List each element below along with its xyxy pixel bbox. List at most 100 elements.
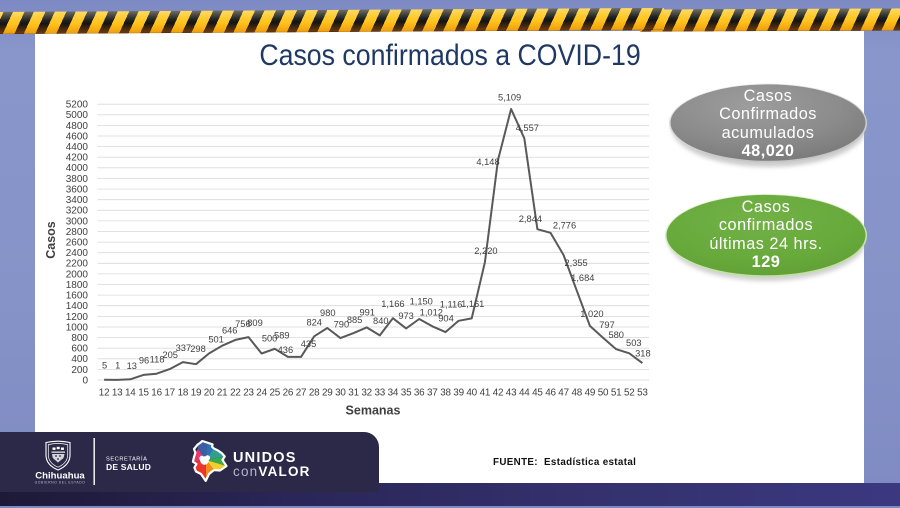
svg-text:800: 800 <box>71 333 88 344</box>
svg-text:904: 904 <box>438 313 454 323</box>
svg-text:23: 23 <box>243 388 254 399</box>
svg-text:4800: 4800 <box>66 121 89 132</box>
svg-text:32: 32 <box>361 388 372 399</box>
svg-text:38: 38 <box>440 388 451 399</box>
svg-text:973: 973 <box>398 311 414 321</box>
svg-text:45: 45 <box>532 388 543 399</box>
svg-text:34: 34 <box>388 388 399 399</box>
svg-text:44: 44 <box>519 388 530 399</box>
svg-text:436: 436 <box>278 345 294 355</box>
svg-text:435: 435 <box>301 339 317 349</box>
svg-text:31: 31 <box>348 388 359 399</box>
svg-text:503: 503 <box>626 338 642 348</box>
svg-text:2000: 2000 <box>66 269 89 280</box>
svg-text:1200: 1200 <box>66 312 89 323</box>
svg-text:2,220: 2,220 <box>474 246 497 256</box>
svg-text:96: 96 <box>139 356 149 366</box>
svg-text:41: 41 <box>480 388 491 399</box>
svg-text:2,355: 2,355 <box>564 258 587 268</box>
svg-text:501: 501 <box>208 335 224 345</box>
svg-text:646: 646 <box>222 325 238 335</box>
svg-text:16: 16 <box>151 388 162 399</box>
svg-text:991: 991 <box>359 308 375 318</box>
svg-text:42: 42 <box>493 388 504 399</box>
svg-text:2600: 2600 <box>66 238 89 249</box>
svg-text:337: 337 <box>176 343 192 353</box>
svg-text:5200: 5200 <box>66 100 89 111</box>
svg-text:1000: 1000 <box>66 322 89 333</box>
svg-text:24: 24 <box>256 388 267 399</box>
svg-text:1,116: 1,116 <box>440 300 463 310</box>
svg-text:5: 5 <box>102 360 107 370</box>
svg-text:28: 28 <box>309 388 320 399</box>
svg-text:4,557: 4,557 <box>516 123 539 133</box>
svg-text:200: 200 <box>71 365 88 376</box>
svg-text:33: 33 <box>375 388 386 399</box>
svg-text:53: 53 <box>637 388 648 399</box>
svg-text:13: 13 <box>127 361 137 371</box>
svg-text:600: 600 <box>71 344 88 355</box>
svg-text:400: 400 <box>71 354 88 365</box>
svg-text:4400: 4400 <box>66 142 89 153</box>
svg-text:36: 36 <box>414 388 425 399</box>
svg-text:37: 37 <box>427 388 438 399</box>
svg-text:49: 49 <box>585 388 596 399</box>
svg-text:20: 20 <box>204 388 215 399</box>
svg-text:52: 52 <box>624 388 635 399</box>
svg-text:43: 43 <box>506 388 517 399</box>
svg-text:3600: 3600 <box>66 185 89 196</box>
svg-text:1: 1 <box>115 361 120 371</box>
svg-text:47: 47 <box>558 388 569 399</box>
svg-text:18: 18 <box>178 388 189 399</box>
svg-text:4600: 4600 <box>66 131 89 142</box>
svg-text:4,148: 4,148 <box>476 157 499 167</box>
svg-text:790: 790 <box>334 319 350 329</box>
svg-text:1,012: 1,012 <box>420 308 443 318</box>
svg-text:48: 48 <box>572 388 583 399</box>
svg-text:15: 15 <box>138 388 149 399</box>
svg-text:1,150: 1,150 <box>410 297 433 307</box>
svg-text:conVALOR: conVALOR <box>233 464 311 479</box>
svg-text:29: 29 <box>322 388 333 399</box>
svg-text:39: 39 <box>453 388 464 399</box>
svg-text:5000: 5000 <box>66 110 89 121</box>
svg-text:0: 0 <box>82 375 88 386</box>
svg-text:1,684: 1,684 <box>571 273 594 283</box>
svg-text:12: 12 <box>99 388 110 399</box>
svg-text:205: 205 <box>162 350 178 360</box>
svg-text:797: 797 <box>599 320 615 330</box>
svg-text:46: 46 <box>545 388 556 399</box>
svg-text:50: 50 <box>598 388 609 399</box>
svg-text:3400: 3400 <box>66 195 89 206</box>
svg-text:118: 118 <box>150 354 165 364</box>
svg-text:1,161: 1,161 <box>461 299 484 309</box>
svg-text:1,020: 1,020 <box>580 309 603 319</box>
svg-text:22: 22 <box>230 388 241 399</box>
svg-text:19: 19 <box>191 388 202 399</box>
svg-text:580: 580 <box>608 330 624 340</box>
svg-text:1,166: 1,166 <box>381 299 404 309</box>
svg-text:5,109: 5,109 <box>498 93 521 103</box>
svg-text:4200: 4200 <box>66 153 89 164</box>
svg-text:824: 824 <box>306 318 322 328</box>
svg-text:3800: 3800 <box>66 174 89 185</box>
svg-text:Semanas: Semanas <box>346 404 401 418</box>
svg-text:3200: 3200 <box>66 206 89 217</box>
svg-text:980: 980 <box>320 308 336 318</box>
svg-text:26: 26 <box>283 388 294 399</box>
svg-text:2800: 2800 <box>66 227 89 238</box>
svg-text:14: 14 <box>125 388 136 399</box>
svg-text:2,844: 2,844 <box>519 214 542 224</box>
svg-text:1600: 1600 <box>66 291 89 302</box>
svg-text:13: 13 <box>112 388 123 399</box>
svg-text:27: 27 <box>296 388 307 399</box>
svg-text:756: 756 <box>235 319 251 329</box>
svg-text:51: 51 <box>611 388 622 399</box>
svg-text:318: 318 <box>635 348 651 358</box>
svg-text:30: 30 <box>335 388 346 399</box>
svg-text:25: 25 <box>270 388 281 399</box>
svg-text:500: 500 <box>262 334 278 344</box>
svg-text:1800: 1800 <box>66 280 89 291</box>
svg-text:17: 17 <box>164 388 175 399</box>
svg-text:2,776: 2,776 <box>553 221 576 231</box>
